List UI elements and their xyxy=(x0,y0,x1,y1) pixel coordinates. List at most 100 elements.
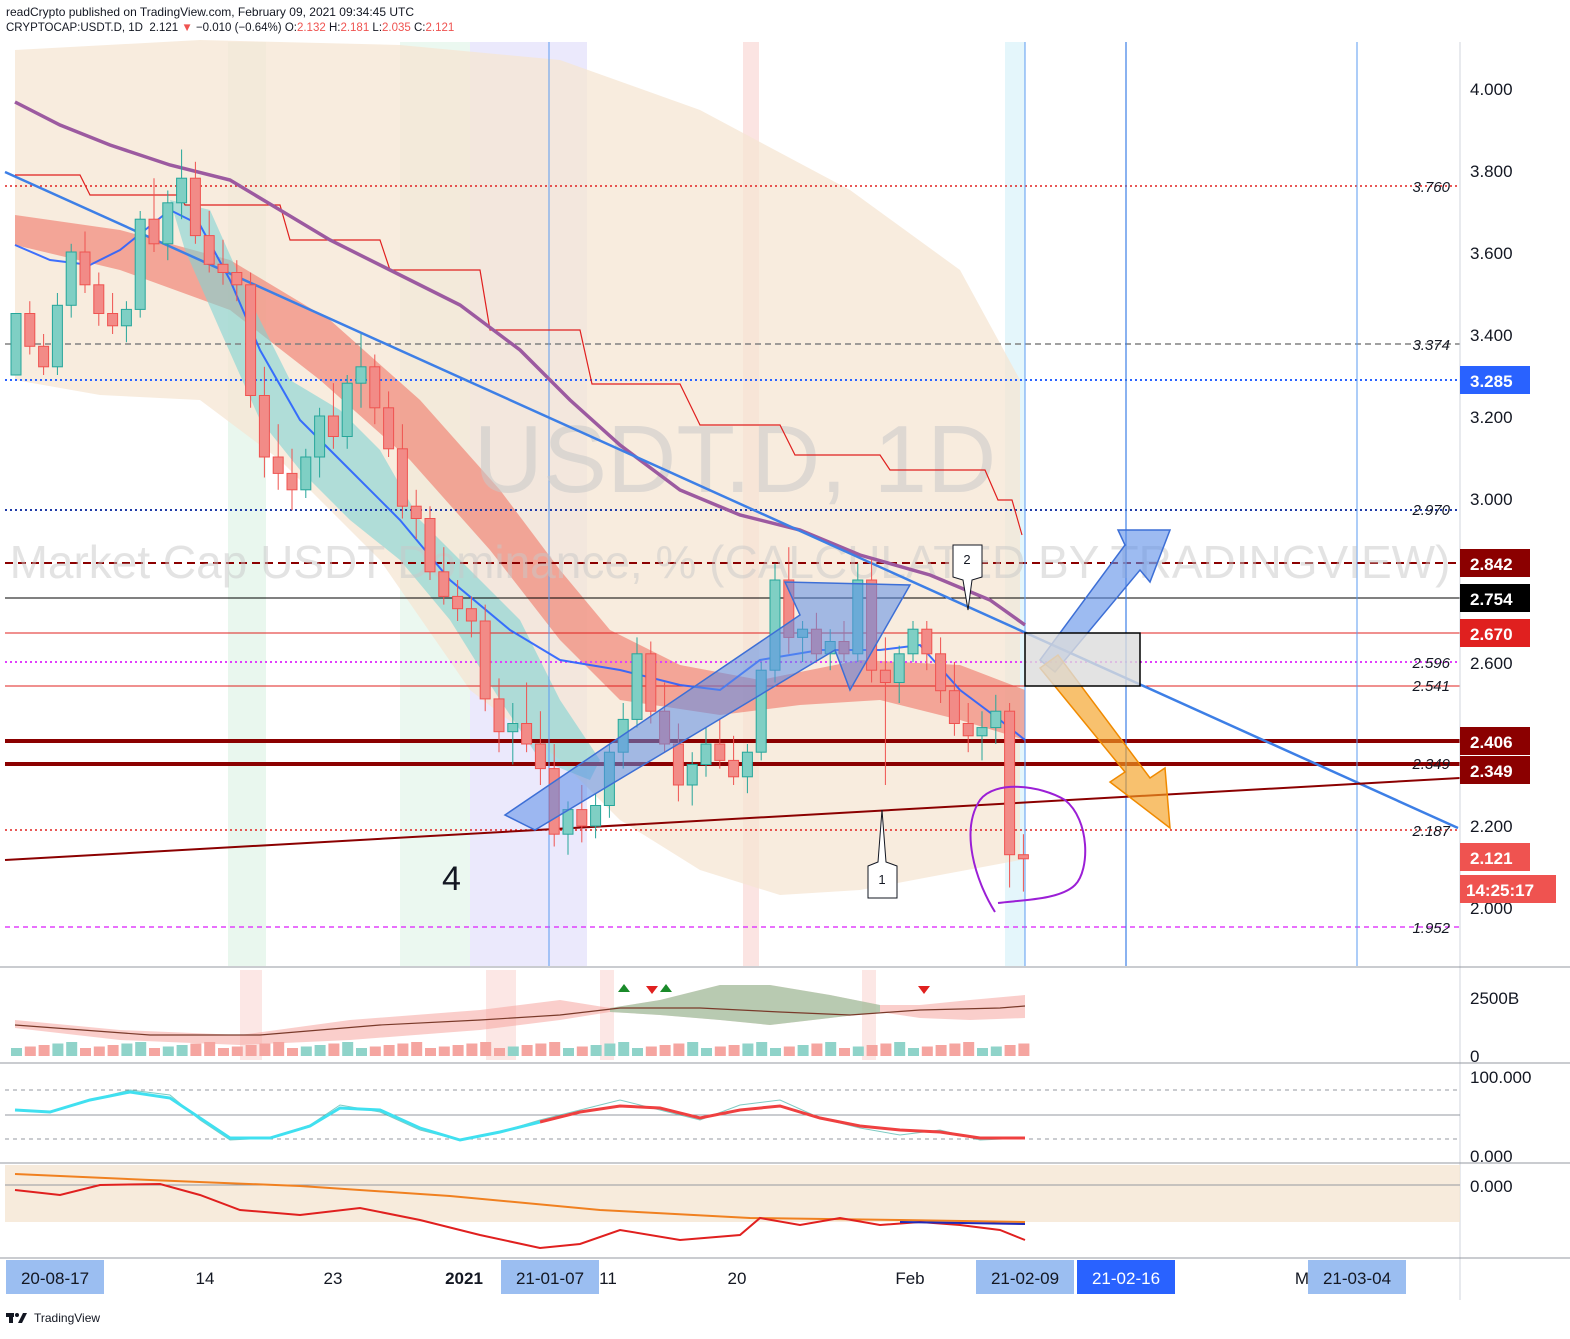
volume-bar xyxy=(714,1046,726,1056)
candle xyxy=(962,723,974,737)
callout-1: 1 xyxy=(867,809,898,899)
volume-bar xyxy=(300,1046,312,1056)
y-tick: 3.600 xyxy=(1470,244,1513,263)
candle xyxy=(148,218,160,245)
candle xyxy=(65,251,77,306)
candle xyxy=(134,218,146,310)
candle xyxy=(521,723,533,745)
x-date-highlight xyxy=(501,1260,599,1294)
candle xyxy=(438,571,450,597)
x-tick: 11 xyxy=(599,1269,617,1288)
candle xyxy=(217,263,229,273)
watermark-symbol: USDT.D, 1D xyxy=(474,406,997,513)
volume-bar xyxy=(576,1046,588,1056)
candle xyxy=(465,608,477,622)
volume-bar xyxy=(797,1045,809,1056)
volume-bar xyxy=(425,1048,436,1056)
x-tick: 20 xyxy=(728,1269,747,1288)
candle xyxy=(893,653,905,683)
candle xyxy=(700,743,712,765)
x-tick: 21-02-16 xyxy=(1092,1269,1160,1288)
y-tick: 4.000 xyxy=(1470,80,1513,99)
volume-bar xyxy=(190,1043,202,1056)
candle xyxy=(631,653,643,720)
volume-bar xyxy=(245,1045,257,1056)
price-tags: 3.285 2.842 2.754 2.670 2.406 2.349 2.12… xyxy=(1460,366,1556,903)
candle xyxy=(976,727,988,737)
tradingview-logo-icon xyxy=(6,1313,27,1323)
candle xyxy=(10,313,22,376)
wave-label-4: 4 xyxy=(442,860,461,898)
candle xyxy=(714,743,726,761)
volume-bar xyxy=(314,1045,326,1056)
candle xyxy=(590,805,602,827)
volume-bar xyxy=(287,1048,298,1056)
volume-bar xyxy=(990,1046,1002,1056)
volume-bar xyxy=(590,1045,602,1056)
svg-text:3.374: 3.374 xyxy=(1412,337,1450,354)
open-label: O: xyxy=(284,22,297,34)
candle xyxy=(162,202,174,245)
candle xyxy=(286,472,298,491)
volume-bar xyxy=(259,1043,271,1056)
y-tick: 2.600 xyxy=(1470,654,1513,673)
candle xyxy=(424,518,436,573)
volume-bar xyxy=(328,1043,340,1056)
volume-bar xyxy=(356,1048,367,1056)
candle xyxy=(189,177,201,237)
candle xyxy=(741,751,753,778)
candle xyxy=(120,308,132,327)
candle xyxy=(479,620,491,700)
volume-bar xyxy=(866,1045,878,1056)
volume-bar xyxy=(770,1048,781,1056)
level-labels: 3.760 3.374 2.970 2.596 2.541 2.349 2.18… xyxy=(1411,179,1450,937)
x-date-highlight xyxy=(1308,1260,1406,1294)
candle xyxy=(1017,854,1029,860)
stoch-tick-bottom: 0.000 xyxy=(1470,1147,1513,1166)
volume-bar xyxy=(452,1045,464,1056)
volume-bar xyxy=(963,1042,975,1056)
time-axis[interactable]: 20-08-17 14 23 2021 21-01-07 11 20 Feb 2… xyxy=(6,1260,1406,1294)
low-value: 2.035 xyxy=(382,22,411,34)
price-axis[interactable]: 4.000 3.800 3.600 3.400 3.200 3.000 2.60… xyxy=(1470,80,1513,918)
volume-bar xyxy=(687,1042,699,1056)
candle xyxy=(341,382,353,438)
svg-text:2.187: 2.187 xyxy=(1411,823,1450,840)
purple-circle-drawing xyxy=(969,785,1087,913)
volume-bar xyxy=(977,1048,988,1056)
callout-2: 2 xyxy=(952,544,983,611)
candle xyxy=(493,698,505,733)
oscillator-pane: 0.000 xyxy=(5,1165,1513,1250)
candle xyxy=(686,764,698,786)
svg-text:2.670: 2.670 xyxy=(1470,625,1513,644)
volume-bar xyxy=(949,1043,961,1056)
volume-bar xyxy=(383,1045,395,1056)
x-tick: 21-02-09 xyxy=(991,1269,1059,1288)
svg-text:1.952: 1.952 xyxy=(1412,920,1450,937)
purple-ma xyxy=(14,100,1027,627)
y-tick: 3.000 xyxy=(1470,490,1513,509)
volume-bar xyxy=(783,1046,795,1056)
volume-bar xyxy=(825,1042,837,1056)
candle xyxy=(258,395,270,458)
volume-bar xyxy=(397,1043,409,1056)
oscillator-tick-zero: 0.000 xyxy=(1470,1177,1513,1196)
candle xyxy=(672,743,684,786)
x-tick: 20-08-17 xyxy=(21,1269,89,1288)
volume-bar xyxy=(521,1045,533,1056)
stoch-tick-top: 100.000 xyxy=(1470,1068,1531,1087)
candle xyxy=(645,653,657,712)
volume-bar xyxy=(66,1042,78,1056)
volume-marker-up xyxy=(618,984,630,992)
candle xyxy=(38,345,50,368)
candle xyxy=(383,407,395,450)
blue-up-arrow-drawing xyxy=(503,581,912,831)
svg-text:2.596: 2.596 xyxy=(1411,655,1450,672)
candle xyxy=(369,366,381,409)
candle xyxy=(314,415,326,458)
volume-bar xyxy=(728,1045,740,1056)
candle xyxy=(355,366,367,384)
candle xyxy=(245,284,257,396)
x-tick: 21-01-07 xyxy=(516,1269,584,1288)
